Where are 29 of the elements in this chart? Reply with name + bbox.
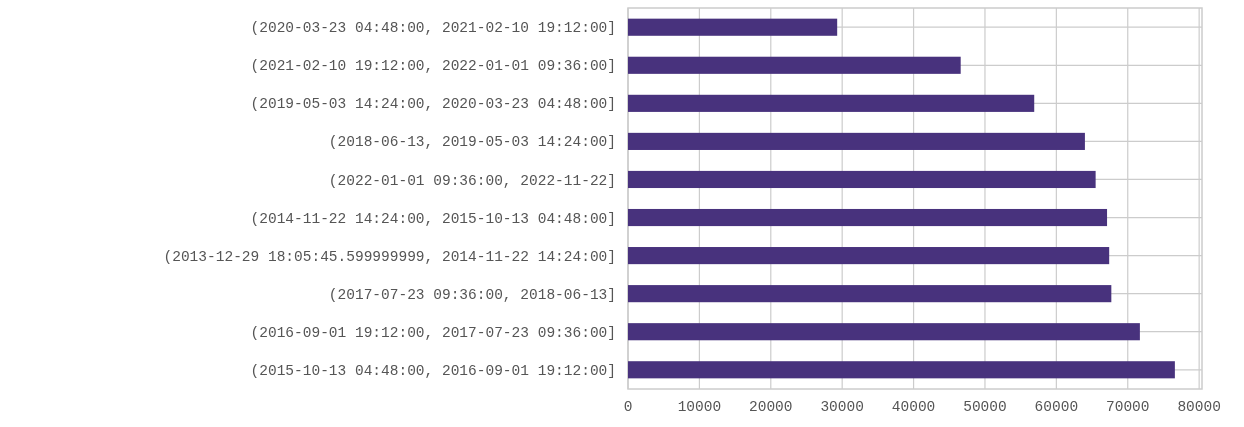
x-tick-label: 20000 [749, 399, 793, 415]
y-tick-label: (2017-07-23 09:36:00, 2018-06-13] [328, 286, 616, 303]
y-tick-label: (2018-06-13, 2019-05-03 14:24:00] [328, 134, 616, 151]
x-tick-label: 70000 [1105, 399, 1150, 415]
bar [628, 247, 1110, 265]
y-tick-label: (2014-11-22 14:24:00, 2015-10-13 04:48:00] [250, 210, 616, 227]
bar [628, 94, 1035, 112]
y-tick-label: (2022-01-01 09:36:00, 2022-11-22] [328, 172, 616, 189]
bar [628, 170, 1096, 189]
x-tick-label: 80000 [1177, 399, 1221, 415]
y-tick-label: (2019-05-03 14:24:00, 2020-03-23 04:48:00] [250, 96, 616, 113]
y-tick-label: (2016-09-01 19:12:00, 2017-07-23 09:36:00] [250, 324, 616, 341]
bar [628, 323, 1140, 341]
bar [628, 18, 838, 36]
bar [628, 208, 1108, 227]
y-tick-label: (2013-12-29 18:05:45.599999999, 2014-11-22 14:24:00] [163, 248, 616, 265]
bar [628, 56, 961, 74]
x-tick-label: 60000 [1034, 399, 1079, 415]
x-tick-label: 50000 [963, 399, 1007, 415]
y-tick-label: (2021-02-10 19:12:00, 2022-01-01 09:36:00] [250, 58, 616, 75]
bar [628, 132, 1085, 150]
bar [628, 285, 1112, 303]
x-tick-label: 10000 [677, 399, 722, 415]
x-tick-label: 0 [623, 399, 633, 415]
x-tick-label: 30000 [820, 399, 864, 415]
bar [628, 361, 1175, 379]
y-tick-label: (2015-10-13 04:48:00, 2016-09-01 19:12:00] [250, 362, 616, 379]
x-tick-label: 40000 [891, 399, 936, 415]
y-tick-label: (2020-03-23 04:48:00, 2021-02-10 19:12:00] [250, 20, 616, 37]
